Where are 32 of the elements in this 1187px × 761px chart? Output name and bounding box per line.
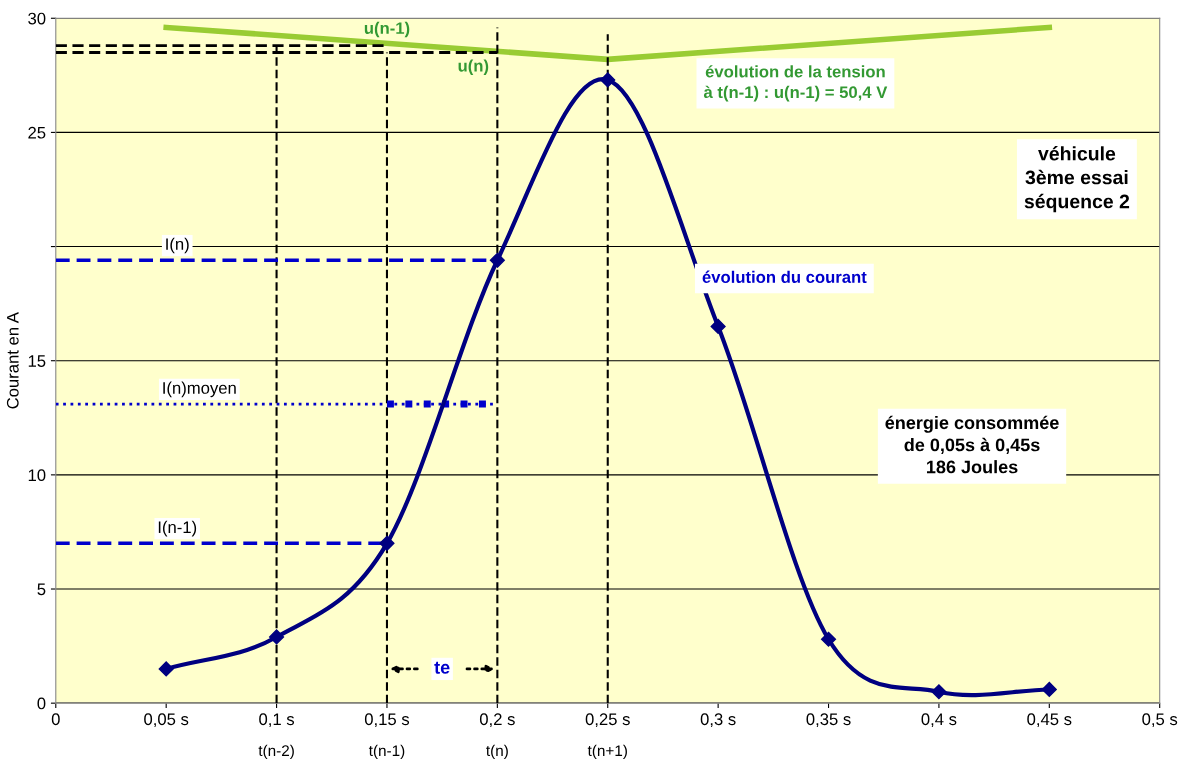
x-tick-label: 0,5 s <box>1142 713 1178 728</box>
annotation: t(n-2) <box>258 744 294 760</box>
x-tick-label: 0,4 s <box>921 713 957 728</box>
x-tick-label: 0,05 s <box>144 713 189 728</box>
x-tick-label: 0,35 s <box>806 713 851 728</box>
x-tick-label: 0,1 s <box>259 713 295 728</box>
y-axis-title: Courant en A <box>6 312 19 409</box>
annotation: t(n-1) <box>368 744 405 760</box>
x-tick-label: 0 <box>51 713 60 726</box>
annotation: évolution du courant <box>702 270 867 283</box>
y-tick-label: 25 <box>28 126 46 139</box>
y-tick-label: 30 <box>28 12 46 25</box>
annotation: u(n-1) <box>364 21 410 38</box>
y-tick-label: 0 <box>37 697 46 710</box>
annotation: I(n)moyen <box>163 381 236 398</box>
y-tick-label: 15 <box>28 355 46 367</box>
annotation: te <box>434 661 450 674</box>
annotation: véhicule 3ème essai séquence 2 <box>1024 146 1130 213</box>
x-tick-label: 0,3 s <box>700 713 736 728</box>
x-tick-label: 0,25 s <box>585 713 630 728</box>
annotation: I(n-1) <box>158 520 197 537</box>
annotation: t(n) <box>486 744 508 760</box>
y-tick-label: 10 <box>28 469 46 482</box>
annotation: u(n) <box>458 59 489 75</box>
annotation: énergie consommée de 0,05s à 0,45s 186 Joules <box>885 415 1059 474</box>
annotation: t(n+1) <box>587 744 627 760</box>
x-tick-label: 0,45 s <box>1027 713 1072 728</box>
annotation: I(n) <box>166 237 189 254</box>
annotation: évolution de la tension à t(n-1) : u(n-1) = 50,4 V <box>703 65 888 102</box>
x-tick-label: 0,15 s <box>364 713 410 728</box>
x-tick-label: 0,2 s <box>479 713 515 728</box>
y-tick-label: 5 <box>37 583 46 596</box>
